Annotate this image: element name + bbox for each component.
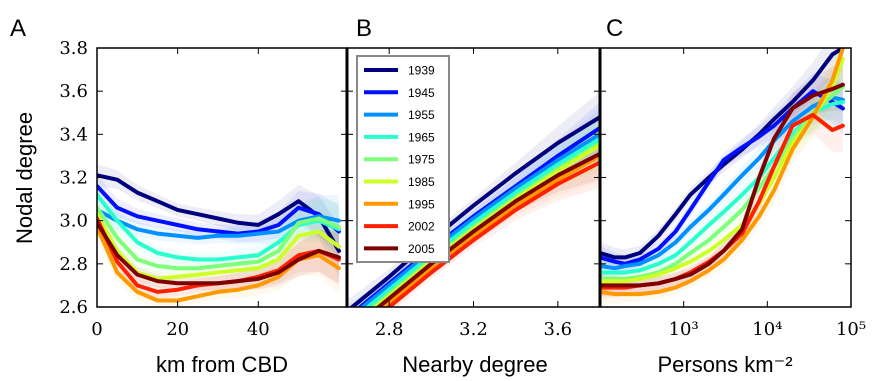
legend-label-1955: 1955 [408, 108, 435, 122]
series-line-b-1955 [359, 132, 600, 307]
series-line-b-2005 [375, 151, 600, 307]
x-tick-label-c: 10³ [669, 319, 699, 340]
series-line-b-2002 [386, 160, 600, 307]
series-line-a-1955 [97, 207, 341, 240]
series-line-c-1955 [600, 95, 845, 271]
series-line-a-1945 [97, 184, 341, 236]
x-tick-label-c: 10⁴ [752, 319, 782, 340]
band-a-1945 [97, 174, 339, 258]
y-tick-label: 3.6 [59, 81, 88, 102]
band-a-1965 [97, 183, 339, 267]
legend-label-1945: 1945 [408, 86, 435, 100]
y-tick-label: 3.0 [59, 211, 88, 232]
legend-label-1939: 1939 [408, 64, 435, 78]
y-tick-label: 2.6 [59, 297, 88, 318]
series-line-a-2005 [97, 220, 341, 286]
x-tick-label-c: 10⁵ [836, 319, 866, 340]
series-line-b-1939 [349, 115, 600, 307]
y-tick-label: 2.8 [59, 254, 88, 275]
panel-letter-b: B [356, 15, 372, 42]
legend-label-1995: 1995 [408, 197, 435, 211]
y-tick-label: 3.4 [59, 124, 88, 145]
x-tick-label-a: 0 [91, 319, 102, 340]
x-tick-label-a: 20 [166, 319, 189, 340]
lines-panel-a [97, 173, 341, 303]
legend: 1939 1945 1955 1965 1975 1985 1995 2002 2005 [356, 55, 450, 263]
series-line-a-1939 [97, 173, 341, 253]
band-c-1939 [600, 48, 843, 267]
panel-letter-a: A [10, 15, 26, 42]
x-tick-label-b: 2.8 [375, 319, 404, 340]
legend-label-1965: 1965 [408, 130, 435, 144]
legend-label-2005: 2005 [408, 242, 435, 256]
legend-label-2002: 2002 [408, 220, 435, 234]
axes: 0 20 40 2.8 3.2 3.6 10³ 10⁴ 10⁵ 2.6 2.8 3.0 3.2 3.4 3.… [59, 38, 866, 340]
series-line-c-1995 [600, 48, 845, 297]
legend-label-1985: 1985 [408, 175, 435, 189]
y-tick-label: 3.2 [59, 168, 88, 189]
series-line-b-1965 [364, 136, 600, 307]
series-line-c-1975 [600, 84, 845, 281]
lines-panel-b [349, 115, 600, 307]
legend-label-1975: 1975 [408, 153, 435, 167]
x-axis-label-a: km from CBD [156, 352, 288, 377]
panel-letter-c: C [606, 15, 623, 42]
x-axis-label-b: Nearby degree [402, 352, 548, 377]
series-line-a-1975 [97, 205, 341, 271]
lines-panel-c [600, 48, 845, 297]
y-axis-label: Nodal degree [12, 112, 37, 244]
series-lines [97, 48, 845, 307]
band-a-1985 [97, 202, 339, 286]
x-tick-label-b: 3.6 [544, 319, 573, 340]
y-tick-label: 3.8 [59, 38, 88, 59]
band-a-1995 [97, 215, 339, 307]
band-a-1975 [97, 196, 339, 275]
x-axis-label-c: Persons km⁻² [657, 352, 792, 377]
x-tick-label-b: 3.2 [459, 319, 488, 340]
series-line-c-2005 [600, 82, 845, 288]
x-tick-label-a: 40 [247, 319, 270, 340]
band-c-1965 [600, 76, 843, 284]
